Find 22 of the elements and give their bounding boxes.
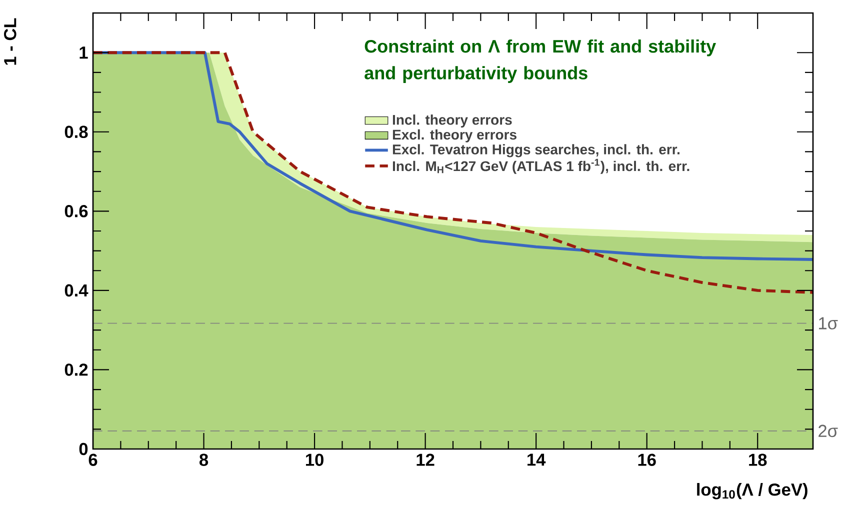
- y-tick-label: 0.8: [64, 126, 88, 138]
- x-tick-label: 8: [199, 454, 208, 466]
- y-tick-label: 0.2: [64, 364, 88, 376]
- x-tick-label: 16: [638, 454, 656, 466]
- x-tick-label: 12: [416, 454, 434, 466]
- text: Constraint on Λ from EW fit and stability and perturbativity bounds: [364, 40, 716, 83]
- legend-label: Excl. theory errors: [392, 129, 516, 142]
- ref-line-label: 2σ: [818, 424, 838, 438]
- y-tick-label: 0: [79, 442, 88, 456]
- x-tick-label: 10: [306, 454, 324, 466]
- legend-label: Incl. M$_{H}$<127 GeV (ATLAS 1 fb$^{-1}$), incl. th. err.: [392, 158, 690, 174]
- y-tick-label: 0.4: [64, 284, 88, 297]
- x-axis-title: log$_{10}$(Λ / GeV): [697, 483, 808, 500]
- legend-label: Excl. Tevatron Higgs searches, incl. th. err.: [392, 144, 680, 158]
- ref-line-label: 1σ: [819, 317, 838, 330]
- x-tick-label: 14: [528, 454, 546, 466]
- y-tick-label: 1: [80, 46, 88, 59]
- y-tick-label: 0.6: [64, 205, 88, 218]
- legend-label: Incl. theory errors: [392, 114, 512, 128]
- x-tick-label: 6: [88, 454, 98, 466]
- x-tick-label: 18: [749, 454, 767, 466]
- y-axis-title: 1 - CL: [4, 18, 16, 65]
